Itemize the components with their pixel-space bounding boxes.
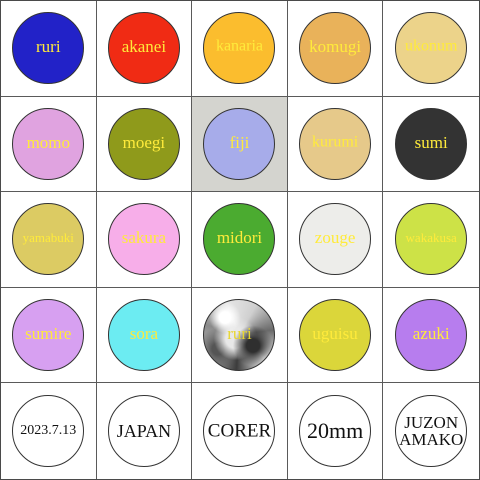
color-swatch-circle[interactable]: wakakusa: [395, 203, 468, 276]
swatch-cell-kanaria[interactable]: kanaria: [192, 1, 288, 97]
color-swatch-circle[interactable]: uguisu: [299, 299, 372, 372]
color-swatch-circle[interactable]: kurumi: [299, 107, 372, 180]
swatch-cell-komugi[interactable]: komugi: [287, 1, 384, 97]
swatch-label: sumi: [414, 132, 448, 152]
swatch-label: sora: [129, 323, 159, 343]
swatch-cell-sakura[interactable]: sakura: [96, 192, 193, 288]
swatch-cell-sumi[interactable]: sumi: [383, 97, 479, 193]
swatch-cell-wakakusa[interactable]: wakakusa: [383, 192, 479, 288]
swatch-cell-sumire[interactable]: sumire: [1, 287, 97, 384]
stamp-cell[interactable]: 2023.7.13: [1, 383, 97, 479]
swatch-cell-yamabuki[interactable]: yamabuki: [1, 192, 97, 288]
swatch-cell-zouge[interactable]: zouge: [287, 192, 384, 288]
color-swatch-circle[interactable]: ukonum: [395, 12, 468, 85]
color-swatch-circle[interactable]: akanei: [107, 12, 180, 85]
stamp-text: 20mm: [306, 418, 364, 444]
stamp-text: JUZON AMAKO: [399, 413, 464, 450]
swatch-label: sakura: [121, 228, 167, 248]
swatch-cell-midori[interactable]: midori: [192, 192, 288, 288]
swatch-cell-ruri[interactable]: ruri: [192, 287, 288, 384]
stamp-circle[interactable]: 2023.7.13: [12, 395, 85, 468]
swatch-label: ruri: [36, 37, 61, 57]
color-swatch-circle[interactable]: moegi: [107, 107, 180, 180]
color-swatch-circle[interactable]: momo: [12, 107, 85, 180]
stamp-cell[interactable]: CORER: [192, 383, 288, 479]
color-swatch-circle[interactable]: yamabuki: [12, 203, 85, 276]
color-swatch-circle[interactable]: ruri: [12, 12, 85, 85]
color-swatch-circle[interactable]: midori: [203, 203, 276, 276]
swatch-label: akanei: [121, 37, 167, 57]
stamp-circle[interactable]: CORER: [203, 395, 276, 468]
stamp-cell[interactable]: JUZON AMAKO: [383, 383, 479, 479]
swatch-cell-moegi[interactable]: moegi: [96, 96, 193, 193]
stamp-cell[interactable]: JAPAN: [97, 383, 193, 479]
swatch-label: fiji: [229, 132, 250, 152]
stamp-circle[interactable]: JUZON AMAKO: [395, 395, 468, 468]
swatch-cell-azuki[interactable]: azuki: [383, 288, 479, 384]
stamp-text: CORER: [207, 420, 272, 442]
swatch-cell-kurumi[interactable]: kurumi: [287, 96, 384, 193]
swatch-label: komugi: [309, 37, 362, 57]
swatch-label: moegi: [122, 132, 166, 152]
swatch-label: ruri: [227, 323, 252, 343]
color-swatch-circle[interactable]: komugi: [299, 12, 372, 85]
stamp-text: JAPAN: [116, 421, 172, 442]
swatch-cell-ukonum[interactable]: ukonum: [383, 1, 479, 97]
swatch-cell-ruri[interactable]: ruri: [1, 1, 97, 97]
color-swatch-circle[interactable]: ruri: [203, 299, 276, 372]
color-swatch-circle[interactable]: sumi: [395, 107, 468, 180]
swatch-label: sumire: [25, 323, 72, 343]
swatch-label: kanaria: [215, 37, 264, 55]
swatch-label: uguisu: [312, 323, 358, 343]
swatch-cell-momo[interactable]: momo: [1, 96, 97, 193]
swatch-cell-sora[interactable]: sora: [96, 287, 193, 384]
stamp-circle[interactable]: 20mm: [299, 395, 372, 468]
swatch-label: zouge: [314, 228, 356, 248]
swatch-cell-akanei[interactable]: akanei: [96, 1, 193, 97]
color-swatch-circle[interactable]: zouge: [299, 203, 372, 276]
stamp-circle[interactable]: JAPAN: [107, 395, 180, 468]
stamp-cell[interactable]: 20mm: [288, 383, 384, 479]
swatch-label: yamabuki: [22, 230, 74, 246]
swatch-label: midori: [216, 228, 263, 248]
stamp-text: 2023.7.13: [20, 423, 77, 439]
swatch-label: kurumi: [311, 133, 359, 151]
color-swatch-circle[interactable]: kanaria: [203, 12, 276, 85]
color-swatch-circle[interactable]: sakura: [107, 203, 180, 276]
color-swatch-circle[interactable]: sumire: [12, 299, 85, 372]
swatch-label: momo: [26, 132, 71, 152]
color-swatch-circle[interactable]: fiji: [203, 107, 276, 180]
color-swatch-circle[interactable]: sora: [107, 299, 180, 372]
color-swatch-circle[interactable]: azuki: [395, 299, 468, 372]
swatch-label: wakakusa: [405, 230, 457, 246]
swatch-label: azuki: [412, 323, 450, 343]
swatch-label: ukonum: [404, 37, 458, 55]
swatch-cell-uguisu[interactable]: uguisu: [287, 287, 384, 384]
swatch-cell-fiji[interactable]: fiji: [192, 96, 288, 193]
